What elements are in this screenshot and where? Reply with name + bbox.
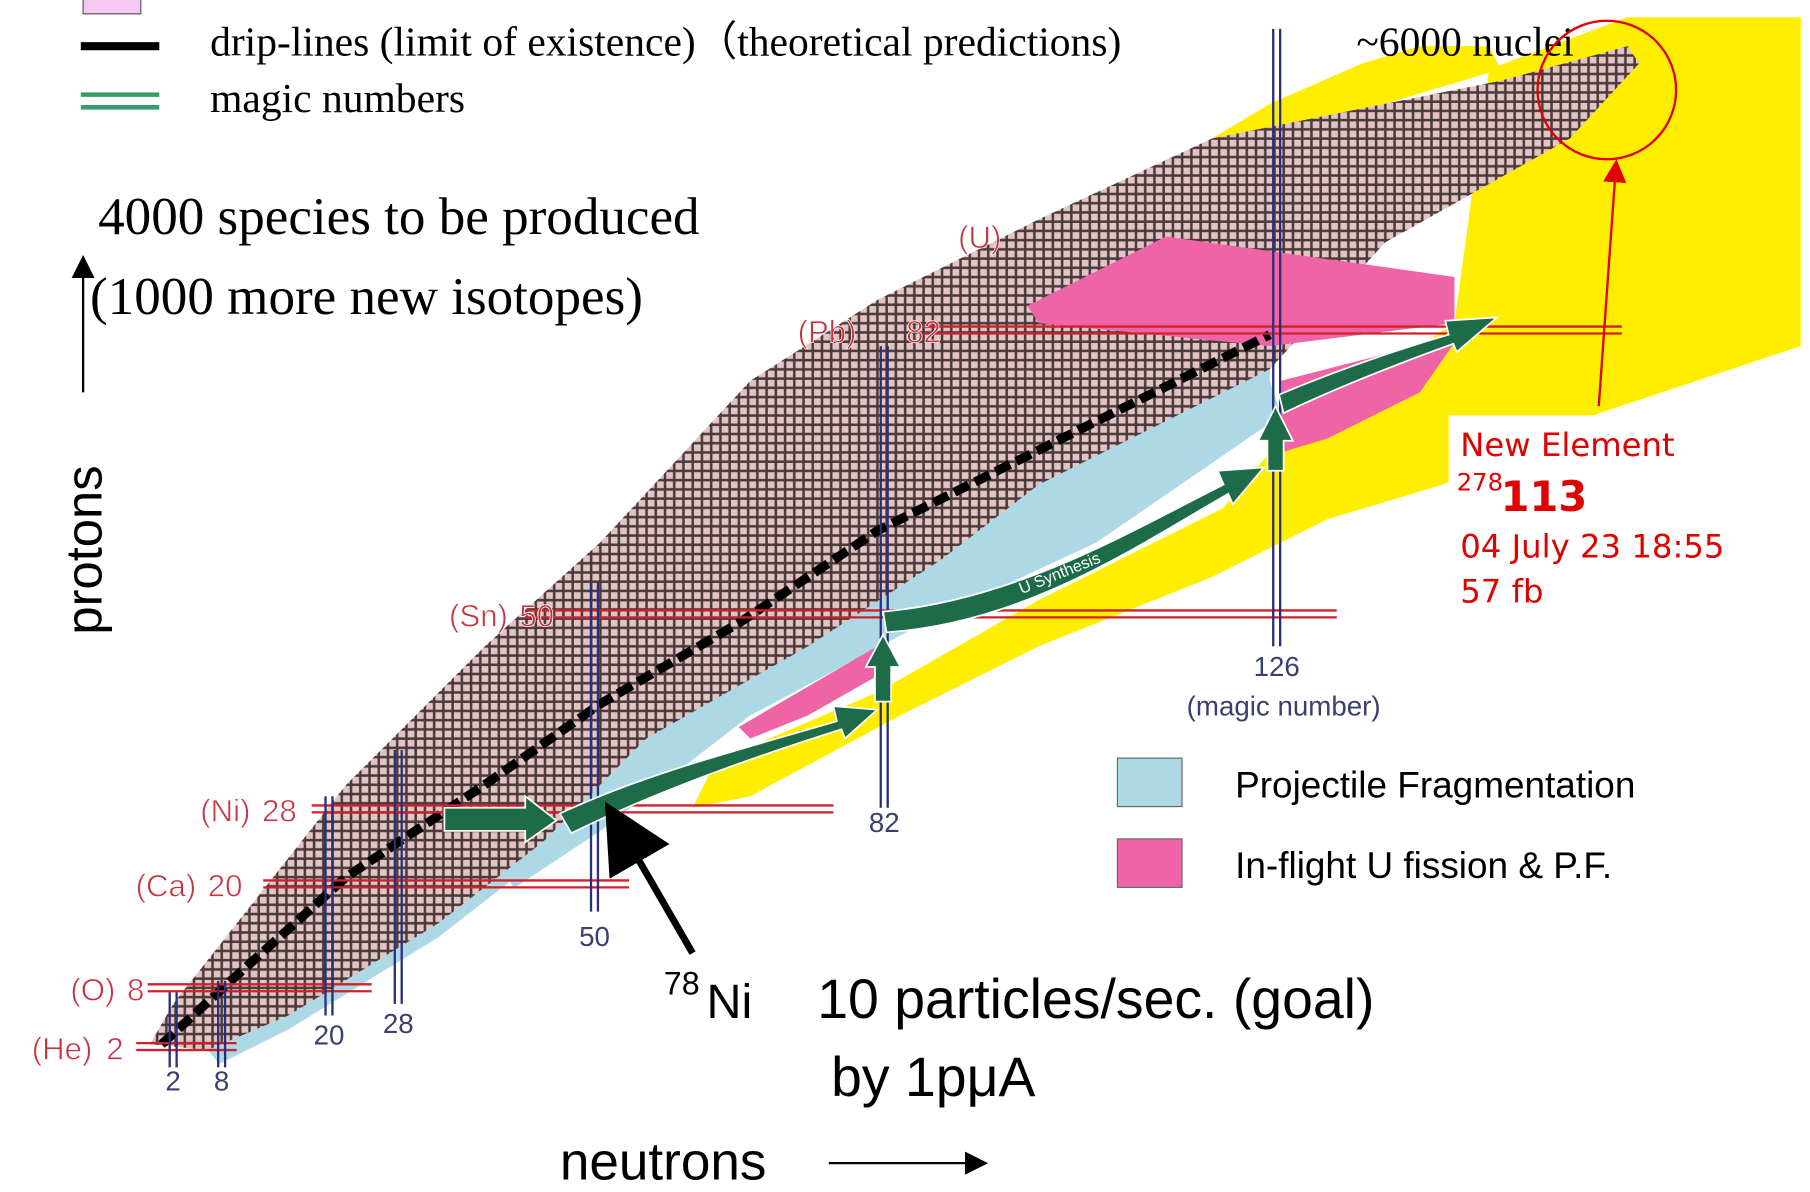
magic-number: 2	[165, 1065, 180, 1096]
legend: drip-lines (limit of existence)（theoreti…	[80, 0, 1574, 121]
key-label: In-flight U fission & P.F.	[1235, 845, 1612, 886]
note-date: 04 July 23 18:55	[1460, 527, 1724, 565]
target-symbol: Ni	[706, 975, 752, 1029]
green-arrow	[443, 794, 558, 845]
magic-number: 28	[262, 794, 297, 829]
fission-region	[1281, 334, 1461, 453]
legend-text: magic numbers	[210, 75, 465, 121]
key-swatch	[1116, 838, 1183, 888]
element-label: (Sn)	[449, 599, 508, 634]
magic-number: 126	[1254, 651, 1300, 682]
target-beam: by 1pμA	[831, 1046, 1035, 1108]
element-label: (Ni)	[200, 794, 250, 829]
magic-labels: (Pb) 82(Sn) 50(Ni) 28(Ca) 20(O) 8(He) 22 820 285…	[31, 314, 1300, 1096]
element-label: (He)	[32, 1031, 93, 1066]
magic-number: 2	[106, 1031, 123, 1066]
magic-number: 82	[906, 315, 941, 350]
target-mass: 78	[664, 966, 700, 1002]
green-arrow	[864, 632, 902, 703]
element-label: (U)	[958, 220, 1001, 255]
magic-number: 8	[214, 1065, 229, 1096]
note-title: New Element	[1460, 426, 1674, 464]
yellow-region	[692, 17, 1801, 808]
green-arrow	[1277, 316, 1500, 415]
synthesis-path	[443, 316, 1500, 845]
element-label: (O)	[70, 972, 115, 1007]
magic-number: 82	[869, 807, 900, 838]
target-arrow	[604, 801, 696, 955]
magic-number: 8	[127, 972, 144, 1007]
region-key: Projectile Fragmentation In-flight U fiss…	[1116, 757, 1635, 888]
nuclide-chart	[150, 17, 1801, 1064]
element-label: (Pb)	[798, 315, 857, 350]
key-label: Projectile Fragmentation	[1235, 764, 1635, 805]
x-axis-label: neutrons	[560, 1132, 767, 1191]
pointer-arrow	[1597, 159, 1627, 407]
legend-text: drip-lines (limit of existence)（theoreti…	[210, 18, 1121, 65]
magic-note: (magic number)	[1187, 690, 1381, 721]
mass-number: 278	[1457, 468, 1503, 496]
note-cross-section: 57 fb	[1460, 572, 1543, 610]
highlight-circle	[1536, 19, 1678, 161]
y-axis-label: protons	[56, 465, 113, 634]
fission-region	[738, 646, 889, 739]
magic-number: 50	[519, 599, 554, 634]
green-arrow	[882, 466, 1266, 634]
headline: (1000 more new isotopes)	[90, 268, 643, 326]
magic-number: 20	[208, 869, 243, 904]
note-bg	[1448, 415, 1755, 612]
headline: 4000 species to be produced	[98, 188, 699, 246]
target-rate: 10 particles/sec. (goal)	[817, 968, 1374, 1030]
green-arrow	[558, 705, 880, 835]
element-number: 113	[1501, 472, 1588, 521]
fragmentation-region	[507, 380, 1282, 889]
fission-region	[1027, 236, 1455, 347]
legend-text: ~6000 nuclei	[1356, 18, 1573, 64]
element-label: (Ca)	[136, 869, 197, 904]
key-swatch	[1116, 757, 1183, 808]
stable-line	[158, 330, 1272, 1048]
legend-swatch	[82, 0, 142, 15]
magic-number: 20	[314, 1019, 345, 1050]
magic-number: 28	[383, 1008, 414, 1039]
green-arrow	[1256, 404, 1295, 472]
magic-number: 50	[579, 921, 610, 952]
